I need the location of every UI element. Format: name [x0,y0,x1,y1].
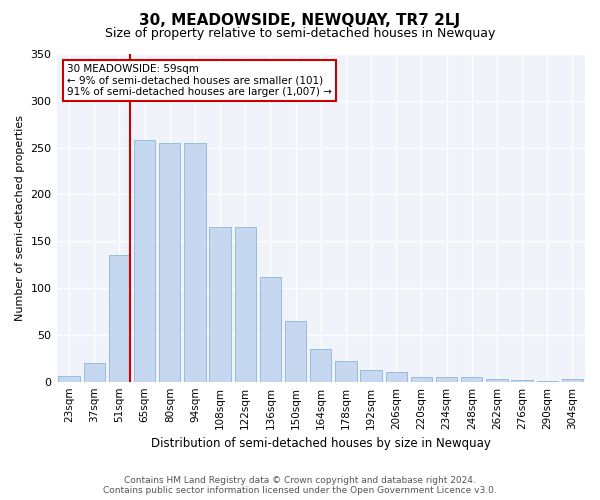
Bar [461,377,482,382]
Text: Size of property relative to semi-detached houses in Newquay: Size of property relative to semi-detach… [105,28,495,40]
Bar [386,372,407,382]
Bar [562,379,583,382]
Bar [361,370,382,382]
Bar [411,377,432,382]
Bar [486,379,508,382]
Bar [159,143,181,382]
Bar [109,256,130,382]
Bar [235,227,256,382]
Text: 30 MEADOWSIDE: 59sqm
← 9% of semi-detached houses are smaller (101)
91% of semi-: 30 MEADOWSIDE: 59sqm ← 9% of semi-detach… [67,64,332,97]
Text: Contains HM Land Registry data © Crown copyright and database right 2024.
Contai: Contains HM Land Registry data © Crown c… [103,476,497,495]
X-axis label: Distribution of semi-detached houses by size in Newquay: Distribution of semi-detached houses by … [151,437,491,450]
Bar [83,363,105,382]
Bar [310,349,331,382]
Bar [511,380,533,382]
Text: 30, MEADOWSIDE, NEWQUAY, TR7 2LJ: 30, MEADOWSIDE, NEWQUAY, TR7 2LJ [139,12,461,28]
Bar [184,143,206,382]
Bar [335,361,356,382]
Bar [58,376,80,382]
Bar [260,277,281,382]
Bar [536,380,558,382]
Y-axis label: Number of semi-detached properties: Number of semi-detached properties [15,115,25,321]
Bar [134,140,155,382]
Bar [436,377,457,382]
Bar [285,321,307,382]
Bar [209,227,231,382]
